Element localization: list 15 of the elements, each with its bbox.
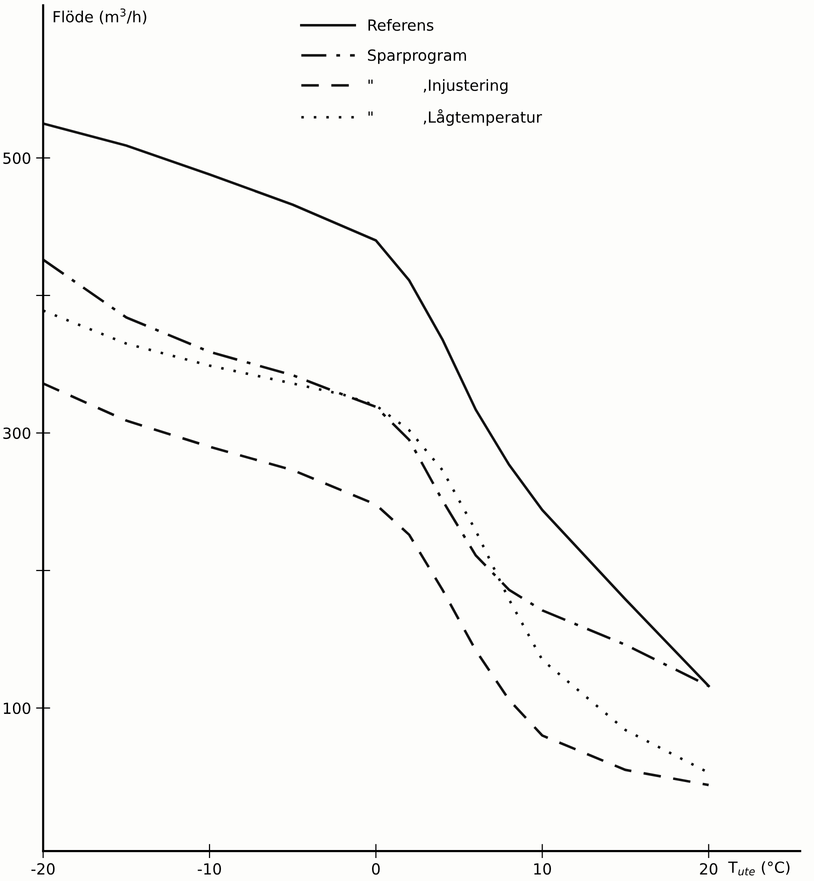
legend-label: Referens: [368, 19, 434, 31]
legend-label: " ,Lågtemperatur: [368, 109, 542, 126]
x-tick-label: 20: [700, 863, 718, 875]
y-tick-label: 300: [3, 427, 30, 439]
x-tick-label: -20: [31, 863, 55, 875]
y-tick-label: 100: [4, 702, 30, 714]
x-tick-label: -10: [198, 863, 221, 875]
legend-label: Sparprogram: [368, 49, 466, 64]
legend-label: " ,Injustering: [368, 79, 508, 94]
y-axis-title: Flöde (m$^{3}$/h): [54, 8, 146, 24]
y-tick-label: 500: [3, 152, 30, 164]
x-tick-label: 10: [534, 863, 551, 875]
line-series: [43, 382, 710, 786]
x-tick-label: 0: [372, 863, 380, 875]
x-axis-title: T$_{ute}$ (°C): [728, 861, 790, 876]
